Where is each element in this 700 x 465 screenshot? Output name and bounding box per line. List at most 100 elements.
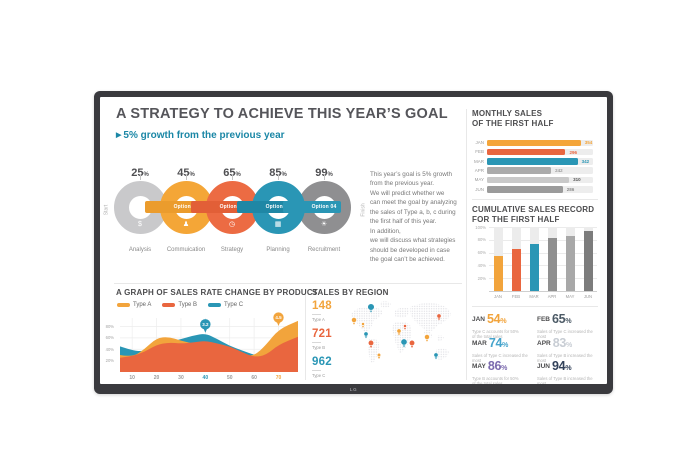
- legend-item: Type A: [117, 302, 151, 308]
- y-tick-label: 20%: [477, 275, 486, 281]
- region-total-value: 962: [312, 356, 332, 368]
- stat-head: MAR 74%: [472, 335, 509, 350]
- region-total: 148 Type A: [312, 300, 332, 322]
- map-pin: [408, 339, 416, 347]
- stat-head: FEB 65%: [537, 312, 572, 326]
- bar-value: 310: [573, 177, 581, 183]
- stat-cell: JUN 94% Sales of Type B increased the most: [537, 357, 600, 384]
- x-tick-label: 10: [129, 375, 135, 381]
- map-pin: [410, 345, 414, 348]
- map-pin: [367, 339, 375, 347]
- map-pin: [400, 338, 408, 346]
- map-pin: [436, 313, 442, 319]
- option-ribbon: Option 01: [145, 201, 203, 213]
- legend-swatch: [162, 303, 176, 307]
- gridline: [489, 227, 597, 228]
- world-map: [351, 301, 451, 363]
- region-total-label: Type C: [312, 373, 326, 378]
- stat-note: Type C accounts for 50% of the total sal…: [472, 329, 519, 340]
- legend-label: Type A: [133, 302, 152, 308]
- bar-month-label: FEB: [475, 149, 484, 155]
- percent-tick: [278, 175, 279, 180]
- bar-track: [487, 148, 593, 156]
- map-pin: [367, 303, 375, 311]
- stat-cell: MAR 74% Sales of Type C increased the most: [472, 334, 535, 364]
- stat-note: Sales of Type C increased the most: [537, 329, 593, 340]
- page-title: A STRATEGY TO ACHIEVE THIS YEAR’S GOAL: [116, 106, 448, 122]
- bar-track: [487, 167, 593, 174]
- step-label: Strategy: [220, 247, 244, 253]
- region-total-value: 721: [312, 328, 332, 340]
- map-pin: [402, 344, 406, 348]
- bar-row: APR 242: [472, 167, 598, 175]
- svg-text:4.5: 4.5: [275, 315, 282, 320]
- y-tick-label: 60%: [105, 335, 114, 341]
- y-tick-label: 80%: [105, 324, 114, 330]
- monthly-sales-title: MONTHLY SALES OF THE FIRST HALF: [472, 109, 554, 129]
- divider: [114, 283, 462, 284]
- region-total-label: Type A: [312, 317, 325, 322]
- map-pin: [397, 332, 401, 336]
- money-bag-icon: $: [138, 221, 142, 228]
- x-tick-label: 30: [178, 375, 184, 381]
- gridline: [489, 278, 597, 280]
- stat-cell: APR 83% Sales of Type B increased the most: [537, 334, 600, 364]
- goal-description: This year’s goal is 5% growth from the p…: [370, 171, 457, 263]
- region-total: 962 Type C: [312, 356, 332, 378]
- map-pin: [376, 352, 382, 358]
- region-total-divider: [312, 342, 321, 343]
- product-chart-title: A GRAPH OF SALES RATE CHANGE BY PRODUCT: [116, 288, 318, 297]
- bar-track: [487, 158, 593, 165]
- bar: [583, 230, 593, 291]
- page-subtitle: ▶ 5% growth from the previous year: [116, 130, 285, 141]
- x-tick-label: 40: [202, 375, 209, 381]
- x-tick-label: MAY: [565, 294, 575, 299]
- option-ribbon: Option 04: [283, 201, 341, 213]
- step-label: Planning: [266, 247, 290, 253]
- step-label: Analysis: [128, 247, 152, 253]
- map-pin: [363, 331, 369, 337]
- stat-head: JAN 54%: [472, 312, 507, 326]
- stat-note: Sales of Type B increased the most: [537, 352, 593, 363]
- bar-value: 342: [581, 158, 590, 164]
- divider: [466, 109, 467, 380]
- percent-tick: [324, 175, 325, 180]
- legend-item: Type B: [162, 302, 197, 308]
- bar: [487, 167, 552, 174]
- monthly-stats: JAN 54% Type C accounts for 50% of the tot…: [472, 310, 602, 384]
- divider: [305, 290, 306, 380]
- stat-note: Sales of Type C increased the most: [472, 352, 528, 363]
- stat-cell: JAN 54% Type C accounts for 50% of the tot…: [472, 310, 535, 340]
- region-total-divider: [312, 370, 321, 371]
- page-subtitle-text: 5% growth from the previous year: [123, 130, 285, 141]
- monthly-sales-chart: JAN 354 FEB 296 MAR 342 APR 242 MAY 310 JUN 286: [472, 139, 598, 196]
- percent-tick: [232, 175, 233, 180]
- map-pins: [351, 303, 442, 360]
- process-finish-label: Finish: [360, 203, 367, 217]
- legend-swatch: [117, 303, 130, 307]
- region-total-value: 148: [312, 300, 332, 312]
- bulb-icon: ☀: [320, 221, 328, 228]
- bar-value: 354: [584, 140, 593, 146]
- bar: [529, 243, 539, 291]
- legend-label: Type B: [178, 302, 198, 308]
- series-type-b: [120, 336, 298, 372]
- map-pin: [361, 322, 365, 326]
- stat-note: Type B accounts for 50% of the total sal…: [472, 376, 519, 384]
- cumulative-title: CUMULATIVE SALES RECORD FOR THE FIRST HA…: [472, 205, 595, 225]
- bar-month-label: JAN: [475, 140, 484, 145]
- bar-row: MAY 310: [472, 176, 598, 184]
- lg-logo: LG: [349, 387, 358, 392]
- bar-month-label: MAY: [474, 177, 484, 183]
- stat-cell: FEB 65% Sales of Type C increased the most: [537, 310, 600, 340]
- map-pin: [434, 356, 438, 360]
- legend-item: Type C: [208, 302, 243, 308]
- percent-tick: [186, 175, 187, 180]
- bar: [511, 249, 521, 291]
- step-label: Recruitment: [307, 247, 341, 253]
- map-pin: [377, 356, 381, 359]
- bar: [565, 235, 575, 291]
- product-chart-legend: Type A Type B Type C: [117, 302, 243, 308]
- y-tick-label: 20%: [105, 358, 114, 364]
- y-tick-label: 60%: [477, 250, 486, 256]
